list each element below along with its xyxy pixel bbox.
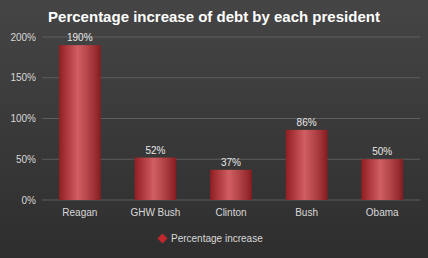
bar <box>210 170 252 200</box>
chart-svg: Percentage increase of debt by each pres… <box>0 0 428 258</box>
data-label: 86% <box>297 117 317 128</box>
data-label: 190% <box>67 32 93 43</box>
bar-sheen <box>59 45 101 200</box>
grid-line <box>42 37 420 38</box>
legend-label: Percentage increase <box>171 233 263 244</box>
x-tick-label: Bush <box>295 207 318 218</box>
bars <box>59 45 403 200</box>
y-tick-label: 50% <box>16 154 36 165</box>
data-label: 52% <box>145 145 165 156</box>
bar-sheen <box>361 159 403 200</box>
data-label: 37% <box>221 157 241 168</box>
x-tick-label: Reagan <box>62 207 97 218</box>
bar-sheen <box>286 130 328 200</box>
x-tick-label: GHW Bush <box>130 207 180 218</box>
x-tick-label: Obama <box>366 207 399 218</box>
bar-sheen <box>135 158 177 200</box>
bar <box>361 159 403 200</box>
chart-title: Percentage increase of debt by each pres… <box>48 8 380 25</box>
bar-sheen <box>210 170 252 200</box>
data-label: 50% <box>372 146 392 157</box>
y-tick-label: 200% <box>10 32 36 43</box>
x-tick-label: Clinton <box>215 207 246 218</box>
bar <box>59 45 101 200</box>
background <box>0 0 428 258</box>
y-tick-label: 100% <box>10 113 36 124</box>
bar <box>135 158 177 200</box>
y-tick-label: 0% <box>22 195 37 206</box>
legend-swatch <box>158 234 168 244</box>
bar <box>286 130 328 200</box>
chart-container: Percentage increase of debt by each pres… <box>0 0 428 258</box>
y-tick-label: 150% <box>10 72 36 83</box>
